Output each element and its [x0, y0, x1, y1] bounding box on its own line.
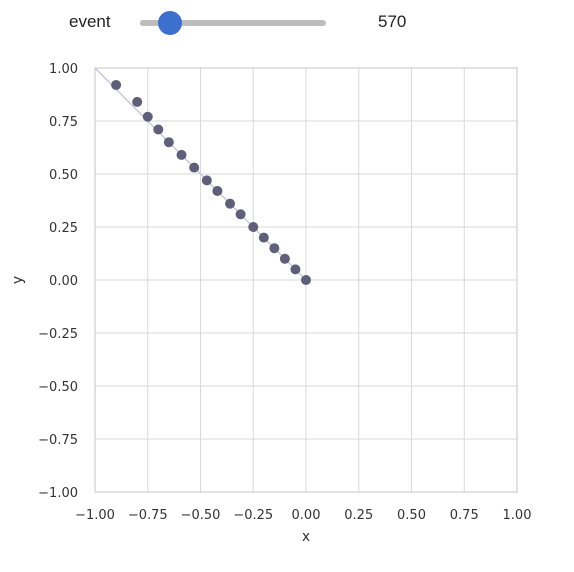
data-point — [163, 137, 174, 148]
x-tick-label: 0.00 — [292, 508, 321, 523]
y-tick-label: 0.00 — [49, 274, 78, 289]
y-axis-label: y — [10, 276, 26, 284]
y-tick-label: 0.50 — [49, 168, 78, 183]
data-point — [176, 149, 187, 160]
y-tick-label: −0.50 — [38, 380, 78, 395]
data-point — [111, 79, 122, 90]
y-tick-label: −0.25 — [38, 327, 78, 342]
event-slider-readout: 570 — [378, 12, 407, 31]
y-tick-labels: 1.00 0.75 0.50 0.25 0.00 −0.25 −0.50 −0.75 −1.00 — [38, 62, 78, 501]
slider-fill — [140, 20, 171, 26]
x-tick-label: 0.25 — [344, 508, 373, 523]
data-point — [132, 96, 143, 107]
event-slider[interactable] — [140, 11, 326, 35]
y-tick-label: 0.75 — [49, 115, 78, 130]
y-tick-label: −0.75 — [38, 433, 78, 448]
event-slider-label: event — [69, 12, 111, 31]
data-point — [258, 232, 269, 243]
slider-thumb[interactable] — [158, 11, 183, 35]
x-tick-label: −0.25 — [233, 508, 273, 523]
x-tick-label: 1.00 — [503, 508, 532, 523]
data-point — [225, 198, 236, 209]
y-tick-label: 0.25 — [49, 221, 78, 236]
y-tick-label: 1.00 — [49, 62, 78, 77]
data-point — [290, 264, 301, 275]
data-point — [142, 111, 153, 122]
x-tick-label: −0.50 — [181, 508, 221, 523]
x-tick-label: 0.50 — [397, 508, 426, 523]
data-points — [111, 79, 311, 285]
plot-frame — [94, 67, 518, 493]
x-tick-labels: −1.00 −0.75 −0.50 −0.25 0.00 0.25 0.50 0.75 1.00 — [75, 508, 531, 523]
data-point — [189, 162, 200, 173]
data-point — [212, 185, 223, 196]
data-point — [235, 209, 246, 220]
event-slider-widget: event 570 — [0, 0, 574, 48]
y-tick-label: −1.00 — [38, 486, 78, 501]
x-tick-label: 0.75 — [450, 508, 479, 523]
x-tick-label: −1.00 — [75, 508, 115, 523]
data-point — [301, 275, 311, 285]
slider-track[interactable] — [140, 20, 326, 26]
data-point — [248, 222, 259, 232]
data-point — [201, 175, 212, 186]
data-point — [269, 243, 280, 254]
x-axis-label: x — [302, 529, 310, 545]
data-point — [279, 253, 290, 264]
data-point — [153, 124, 164, 135]
x-tick-label: −0.75 — [128, 508, 168, 523]
